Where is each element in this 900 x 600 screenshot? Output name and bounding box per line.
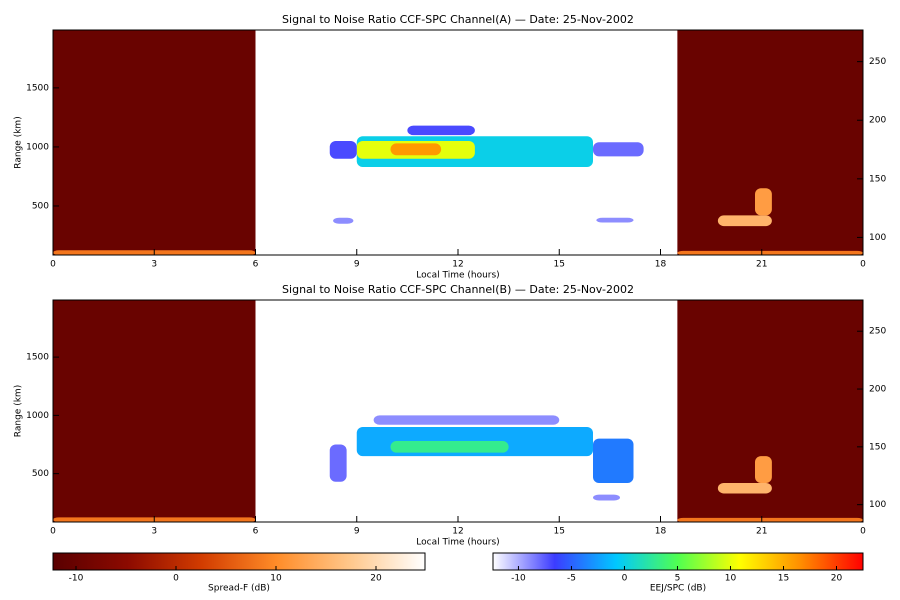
y2-tick-label: 100 — [869, 500, 886, 510]
eej-echo — [596, 217, 634, 223]
colorbar-tick-label: 20 — [831, 574, 843, 584]
colorbar-tick-label: -5 — [567, 574, 576, 584]
plot-area — [53, 30, 863, 255]
x-tick-label: 18 — [655, 527, 667, 537]
y2-tick-label: 150 — [869, 442, 886, 452]
x-tick-label: 6 — [253, 260, 259, 270]
y-tick-label: 1000 — [26, 142, 49, 152]
spread-f-echo — [717, 482, 772, 494]
y-tick-label: 1500 — [26, 353, 49, 363]
colorbar-tick-label: 20 — [370, 574, 382, 584]
eej-echo — [390, 143, 442, 156]
colorbar — [492, 552, 864, 571]
eej-echo — [329, 444, 347, 482]
x-tick-label: 15 — [554, 527, 565, 537]
y2-tick-label: 250 — [869, 57, 886, 67]
y2-tick-label: 150 — [869, 174, 886, 184]
x-tick-label: 0 — [860, 527, 866, 537]
colorbar-tick-label: 10 — [270, 574, 282, 584]
colorbar-tick-label: -10 — [511, 574, 526, 584]
x-tick-label: 12 — [452, 527, 463, 537]
y2-tick-label: 100 — [869, 233, 886, 243]
y-tick-label: 1500 — [26, 83, 49, 93]
eej-echo — [593, 494, 620, 501]
plot-area — [53, 300, 863, 522]
colorbar-tick-label: -10 — [69, 574, 84, 584]
x-tick-label: 15 — [554, 260, 565, 270]
y-tick-label: 500 — [32, 201, 49, 211]
y2-tick-label: 200 — [869, 116, 886, 126]
colorbar-tick-label: 0 — [622, 574, 628, 584]
spread-f-echo — [755, 188, 772, 216]
spread-f-interval — [53, 30, 256, 255]
colorbar — [52, 552, 426, 571]
y-tick-label: 500 — [32, 469, 49, 479]
colorbar-tick-label: 5 — [675, 574, 681, 584]
panel-title: Signal to Noise Ratio CCF-SPC Channel(A)… — [282, 13, 634, 26]
eej-echo — [593, 142, 644, 157]
x-tick-label: 0 — [50, 527, 56, 537]
colorbar-tick-label: 10 — [725, 574, 737, 584]
colorbar-label: Spread-F (dB) — [208, 584, 270, 594]
y-axis-label: Range (km) — [14, 385, 24, 437]
spread-f-interval — [53, 300, 256, 522]
x-axis-label: Local Time (hours) — [416, 538, 499, 548]
spread-f-echo — [677, 250, 863, 255]
x-tick-label: 0 — [50, 260, 56, 270]
eej-echo — [329, 141, 357, 159]
eej-echo — [373, 415, 560, 425]
x-tick-label: 18 — [655, 260, 667, 270]
x-tick-label: 21 — [756, 527, 767, 537]
panel-title: Signal to Noise Ratio CCF-SPC Channel(B)… — [282, 283, 634, 296]
x-tick-label: 6 — [253, 527, 259, 537]
y-axis-label: Range (km) — [14, 116, 24, 168]
spread-f-echo — [755, 456, 772, 483]
colorbar-tick-label: 0 — [173, 574, 179, 584]
x-tick-label: 12 — [452, 260, 463, 270]
colorbar-label: EEJ/SPC (dB) — [650, 584, 706, 594]
eej-echo — [593, 438, 634, 483]
x-tick-label: 3 — [151, 260, 157, 270]
x-axis-label: Local Time (hours) — [416, 271, 499, 281]
x-tick-label: 9 — [354, 260, 360, 270]
x-tick-label: 0 — [860, 260, 866, 270]
eej-echo — [333, 217, 354, 224]
x-tick-label: 21 — [756, 260, 767, 270]
y-tick-label: 1000 — [26, 411, 49, 421]
spread-f-echo — [677, 517, 863, 522]
y2-tick-label: 250 — [869, 327, 886, 337]
eej-echo — [390, 441, 509, 453]
eej-echo — [407, 125, 475, 136]
y2-tick-label: 200 — [869, 385, 886, 395]
x-tick-label: 3 — [151, 527, 157, 537]
spread-f-echo — [717, 215, 772, 227]
x-tick-label: 9 — [354, 527, 360, 537]
colorbar-tick-label: 15 — [778, 574, 789, 584]
